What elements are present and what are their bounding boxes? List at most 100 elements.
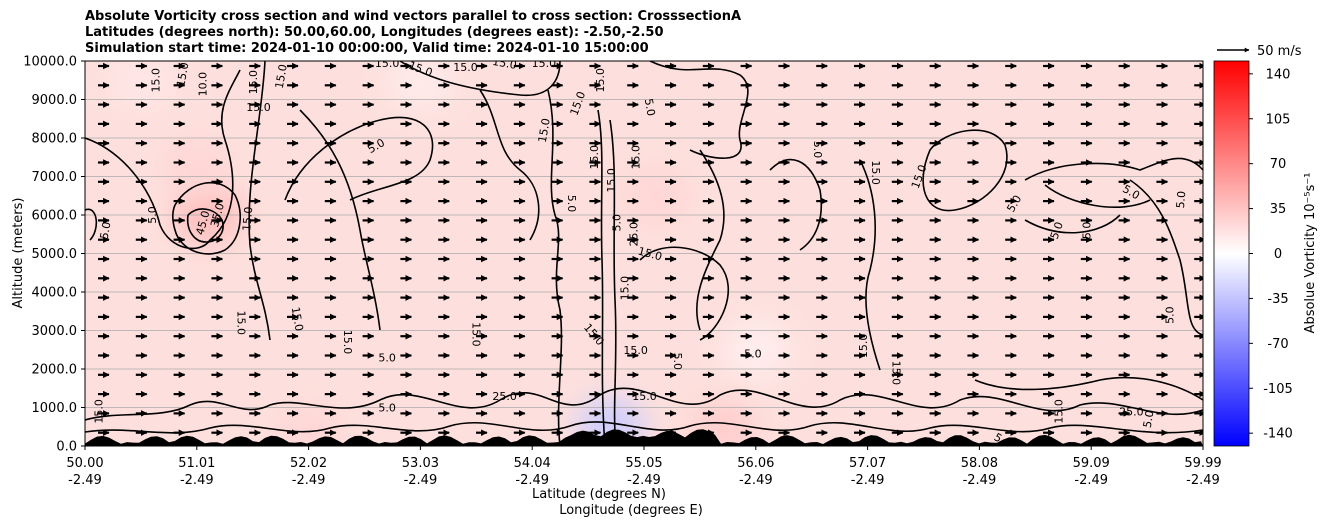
contour-line-22 xyxy=(974,376,1203,401)
x-tick-label-lon-1: -2.49 xyxy=(180,473,214,488)
contour-label-14: 15.0 xyxy=(536,117,553,143)
vorticity-patch-2 xyxy=(106,61,175,111)
terrain-ridge xyxy=(85,429,1203,446)
colorbar-tick-label-6: -70 xyxy=(1267,337,1288,352)
vorticity-patch-4 xyxy=(621,165,690,226)
contour-line-16 xyxy=(859,159,881,371)
x-tick-label-lon-8: -2.49 xyxy=(963,473,997,488)
contour-label-45: 5.0 xyxy=(671,353,684,371)
vorticity-patch-5 xyxy=(722,319,791,380)
contour-label-33: 5.0 xyxy=(1048,220,1066,241)
chart-title-line-2: Latitudes (degrees north): 50.00,60.00, … xyxy=(85,25,664,40)
x-tick-label-lat-5: 55.05 xyxy=(625,456,662,471)
contour-label-21: 5.0 xyxy=(565,195,578,213)
terrain-fill xyxy=(85,429,1203,446)
grid-lines xyxy=(85,99,1203,408)
contour-label-52: 15.0 xyxy=(632,390,657,403)
vorticity-patch-1 xyxy=(162,138,231,199)
contour-line-11 xyxy=(609,119,617,446)
contour-label-48: 15.0 xyxy=(889,361,902,386)
x-tick-label-lat-8: 58.08 xyxy=(961,456,998,471)
x-tick-label-lat-1: 51.01 xyxy=(178,456,215,471)
x-tick-label-lat-0: 50.00 xyxy=(66,456,103,471)
contour-label-10: 15.0 xyxy=(532,57,557,70)
colorbar-tick-label-7: -105 xyxy=(1263,382,1293,397)
contour-label-16: 5.0 xyxy=(146,206,159,224)
wind-vectors xyxy=(98,62,1203,437)
contour-label-12: 5.0 xyxy=(642,98,658,117)
contour-label-22: 15.0 xyxy=(588,145,601,170)
contour-label-8: 15.0 xyxy=(453,61,478,74)
quiver-key-label: 50 m/s xyxy=(1257,44,1302,59)
y-tick-label-6: 6000.0 xyxy=(32,209,78,224)
contour-label-27: 15.0 xyxy=(637,245,664,264)
contour-label-20: 15.0 xyxy=(240,206,255,232)
contour-label-28: 15.0 xyxy=(618,276,631,301)
y-axis: 0.0 1000.0 2000.0 3000.0 4000.0 5000.0 6000.0 7… xyxy=(23,55,85,455)
colorbar-ticks: 140 105 70 35 0 -35 -70 -105 -140 xyxy=(1249,67,1293,442)
contour-line-18 xyxy=(1024,157,1203,181)
x-tick-label-lon-2: -2.49 xyxy=(292,473,326,488)
contour-label-6: 15.0 xyxy=(375,57,400,70)
contour-label-18: 45.0 xyxy=(194,209,213,236)
contour-label-0: 15.0 xyxy=(150,68,163,93)
contour-label-50: 25.0 xyxy=(492,390,517,403)
x-tick-label-lon-7: -2.49 xyxy=(851,473,885,488)
contour-label-11: 15.0 xyxy=(594,68,607,93)
colorbar-tick-label-2: 70 xyxy=(1270,157,1287,172)
y-tick-label-3: 3000.0 xyxy=(32,324,78,339)
colorbar-tick-label-0: 140 xyxy=(1266,67,1291,82)
contour-label-1: 15.0 xyxy=(174,61,191,87)
contour-label-39: 15.0 xyxy=(289,306,306,332)
contour-label-49: 15.0 xyxy=(92,399,105,424)
contour-label-47: 15.0 xyxy=(857,334,870,359)
vorticity-patch-3 xyxy=(386,61,455,111)
y-tick-label-4: 4000.0 xyxy=(32,286,78,301)
contour-label-51: 5.0 xyxy=(378,402,396,415)
x-tick-label-lat-2: 52.02 xyxy=(290,456,327,471)
contour-line-6 xyxy=(284,116,434,201)
chart-title-line-1: Absolute Vorticity cross section and win… xyxy=(85,9,742,24)
x-tick-label-lat-6: 56.06 xyxy=(737,456,774,471)
x-tick-label-lon-10: -2.49 xyxy=(1186,473,1220,488)
contour-label-4: 15.0 xyxy=(246,101,271,114)
contour-line-3 xyxy=(85,208,98,241)
contour-line-8 xyxy=(479,89,540,241)
contour-line-10 xyxy=(597,109,606,446)
contour-label-5: 15.0 xyxy=(273,63,290,89)
contour-line-1 xyxy=(171,181,241,255)
colorbar-tick-label-1: 105 xyxy=(1266,112,1291,127)
contour-label-46: -5.0 xyxy=(740,348,761,361)
contour-line-24 xyxy=(85,421,1203,434)
contour-line-19 xyxy=(1044,184,1151,208)
contour-line-23 xyxy=(85,387,1203,421)
colorbar-tick-label-8: -140 xyxy=(1263,427,1293,442)
contour-label-9: 15.0 xyxy=(491,55,517,72)
x-tick-label-lat-4: 54.04 xyxy=(514,456,551,471)
x-tick-label-lat-9: 59.09 xyxy=(1073,456,1110,471)
contour-label-37: 5.0 xyxy=(1163,306,1176,324)
contour-label-19: 35.0 xyxy=(208,202,227,229)
contour-label-23: 15.0 xyxy=(605,168,618,193)
colorbar-label: Absolue Vorticity 10⁻⁵s⁻¹ xyxy=(1303,173,1318,334)
contour-label-29: 5.0 xyxy=(811,141,824,159)
vorticity-patch-8 xyxy=(274,404,343,446)
x-tick-label-lon-9: -2.49 xyxy=(1074,473,1108,488)
contour-label-44: 15.0 xyxy=(623,344,648,357)
contour-line-7 xyxy=(399,61,561,97)
y-tick-label-2: 2000.0 xyxy=(32,363,78,378)
contour-label-41: 5.0 xyxy=(378,351,396,364)
contour-label-54: 25.0 xyxy=(1119,405,1144,418)
quiver-key: 50 m/s xyxy=(1217,44,1302,59)
contour-label-40: 15.0 xyxy=(341,330,354,355)
contour-label-2: 10.0 xyxy=(197,72,210,97)
chart-title-line-3: Simulation start time: 2024-01-10 00:00:… xyxy=(85,41,649,56)
colorbar-tick-label-3: 35 xyxy=(1270,202,1287,217)
contour-line-2 xyxy=(186,208,224,243)
contour-label-24: 5.0 xyxy=(611,214,624,232)
y-tick-label-1: 1000.0 xyxy=(32,401,78,416)
contour-label-55: 5.0 xyxy=(1141,409,1157,428)
contour-label-25: 25.0 xyxy=(627,222,640,247)
y-tick-label-10: 10000.0 xyxy=(23,55,77,70)
